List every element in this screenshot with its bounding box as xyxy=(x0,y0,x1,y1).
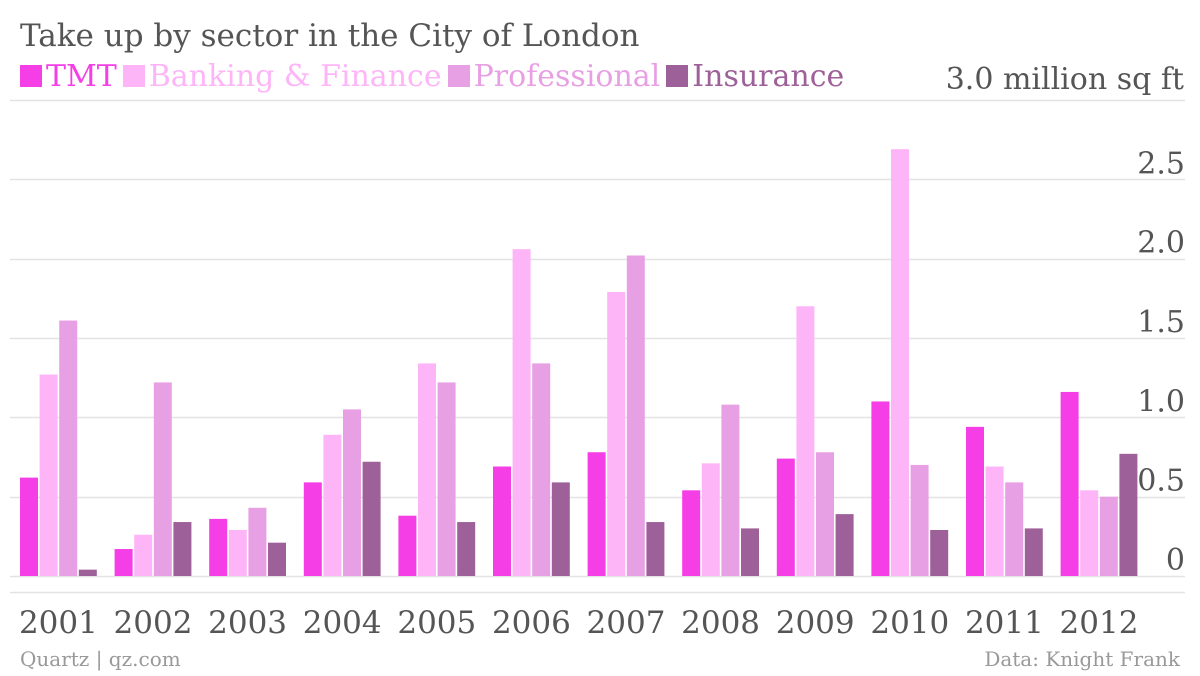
bar-banking-finance-2012 xyxy=(1080,490,1099,576)
bar-professional-2003 xyxy=(248,507,267,576)
y-tick-label: 1.5 xyxy=(1137,305,1185,340)
bar-tmt-2010 xyxy=(871,401,890,576)
legend-item-insurance: Insurance xyxy=(666,59,844,94)
chart-title: Take up by sector in the City of London xyxy=(20,18,640,54)
bar-insurance-2003 xyxy=(268,542,286,576)
bar-professional-2009 xyxy=(816,452,834,576)
bar-tmt-2011 xyxy=(966,426,984,576)
x-tick-labels: 2001 2002 2003 2004 2005 2006 2007 2008 2009 2010… xyxy=(19,605,1139,641)
bars xyxy=(20,149,1138,577)
bar-insurance-2011 xyxy=(1024,528,1043,576)
bar-professional-2006 xyxy=(532,363,551,576)
bar-banking-finance-2009 xyxy=(796,306,815,576)
bar-tmt-2001 xyxy=(20,477,38,576)
bar-professional-2010 xyxy=(910,464,929,576)
y-tick-label: 1.0 xyxy=(1137,384,1185,419)
x-tick-label: 2004 xyxy=(303,605,382,641)
legend-item-tmt: TMT xyxy=(20,59,117,94)
y-tick-labels: 0 0.5 1.0 1.5 2.0 2.5 xyxy=(1137,146,1185,578)
bar-professional-2002 xyxy=(153,382,172,576)
bar-insurance-2005 xyxy=(457,522,476,576)
bar-insurance-2004 xyxy=(362,461,381,576)
y-tick-label: 2.5 xyxy=(1137,146,1185,181)
x-tick-label: 2010 xyxy=(870,605,949,641)
bar-tmt-2006 xyxy=(493,466,511,576)
bar-banking-finance-2002 xyxy=(134,534,153,576)
bar-banking-finance-2010 xyxy=(891,149,909,577)
x-tick-label: 2008 xyxy=(681,605,760,641)
legend-swatch-tmt xyxy=(20,65,42,87)
x-tick-label: 2003 xyxy=(208,605,287,641)
legend-swatch-insurance xyxy=(666,65,689,87)
y-tick-label: 0 xyxy=(1166,543,1185,578)
bar-banking-finance-2008 xyxy=(701,463,720,576)
x-tick-label: 2005 xyxy=(397,605,476,641)
legend-label-tmt: TMT xyxy=(46,58,117,94)
bar-banking-finance-2007 xyxy=(607,291,626,576)
bar-professional-2007 xyxy=(626,255,645,576)
legend-item-banking-finance: Banking & Finance xyxy=(122,58,442,94)
bar-tmt-2007 xyxy=(587,452,606,576)
x-tick-label: 2001 xyxy=(19,605,98,641)
bar-professional-2012 xyxy=(1099,496,1118,576)
bar-banking-finance-2011 xyxy=(985,466,1004,576)
bar-tmt-2005 xyxy=(398,515,417,576)
bar-insurance-2012 xyxy=(1119,453,1138,576)
bar-insurance-2008 xyxy=(741,528,759,576)
legend-swatch-banking-finance xyxy=(122,65,145,87)
bar-banking-finance-2004 xyxy=(323,434,342,576)
legend-item-professional: Professional xyxy=(447,58,661,94)
bar-professional-2011 xyxy=(1005,482,1024,576)
bar-tmt-2003 xyxy=(209,518,228,576)
x-tick-label: 2006 xyxy=(492,605,571,641)
bar-insurance-2002 xyxy=(173,522,192,576)
bar-banking-finance-2003 xyxy=(228,529,247,576)
x-tick-label: 2011 xyxy=(965,605,1044,641)
bar-professional-2001 xyxy=(59,320,78,576)
footer-source-right: Data: Knight Frank xyxy=(984,647,1180,671)
bar-insurance-2006 xyxy=(551,482,570,576)
bar-tmt-2009 xyxy=(776,458,795,576)
x-tick-label: 2009 xyxy=(776,605,855,641)
bar-tmt-2008 xyxy=(682,490,701,576)
y-axis-unit-label: 3.0 million sq ft xyxy=(945,62,1184,97)
bar-professional-2005 xyxy=(437,382,456,576)
bar-banking-finance-2001 xyxy=(39,374,58,576)
bar-insurance-2007 xyxy=(646,522,665,576)
bar-tmt-2004 xyxy=(303,482,322,576)
bar-insurance-2009 xyxy=(835,514,854,576)
legend: TMT Banking & Finance Professional Insur… xyxy=(20,56,850,96)
bar-banking-finance-2006 xyxy=(512,249,531,576)
x-tick-label: 2007 xyxy=(587,605,666,641)
y-tick-label: 2.0 xyxy=(1137,226,1185,261)
legend-label-professional: Professional xyxy=(473,58,661,94)
y-tick-label: 0.5 xyxy=(1137,464,1185,499)
x-tick-label: 2002 xyxy=(114,605,193,641)
bar-insurance-2001 xyxy=(78,569,97,576)
footer-source-left: Quartz | qz.com xyxy=(20,647,181,671)
bar-professional-2004 xyxy=(343,409,361,576)
bar-tmt-2002 xyxy=(114,549,133,576)
x-tick-label: 2012 xyxy=(1060,605,1139,641)
bar-insurance-2010 xyxy=(930,529,949,576)
bar-professional-2008 xyxy=(721,404,740,576)
bar-banking-finance-2005 xyxy=(418,363,436,576)
legend-label-insurance: Insurance xyxy=(692,58,845,94)
legend-label-banking-finance: Banking & Finance xyxy=(148,58,442,94)
legend-swatch-professional xyxy=(447,65,470,87)
bar-tmt-2012 xyxy=(1060,391,1079,576)
